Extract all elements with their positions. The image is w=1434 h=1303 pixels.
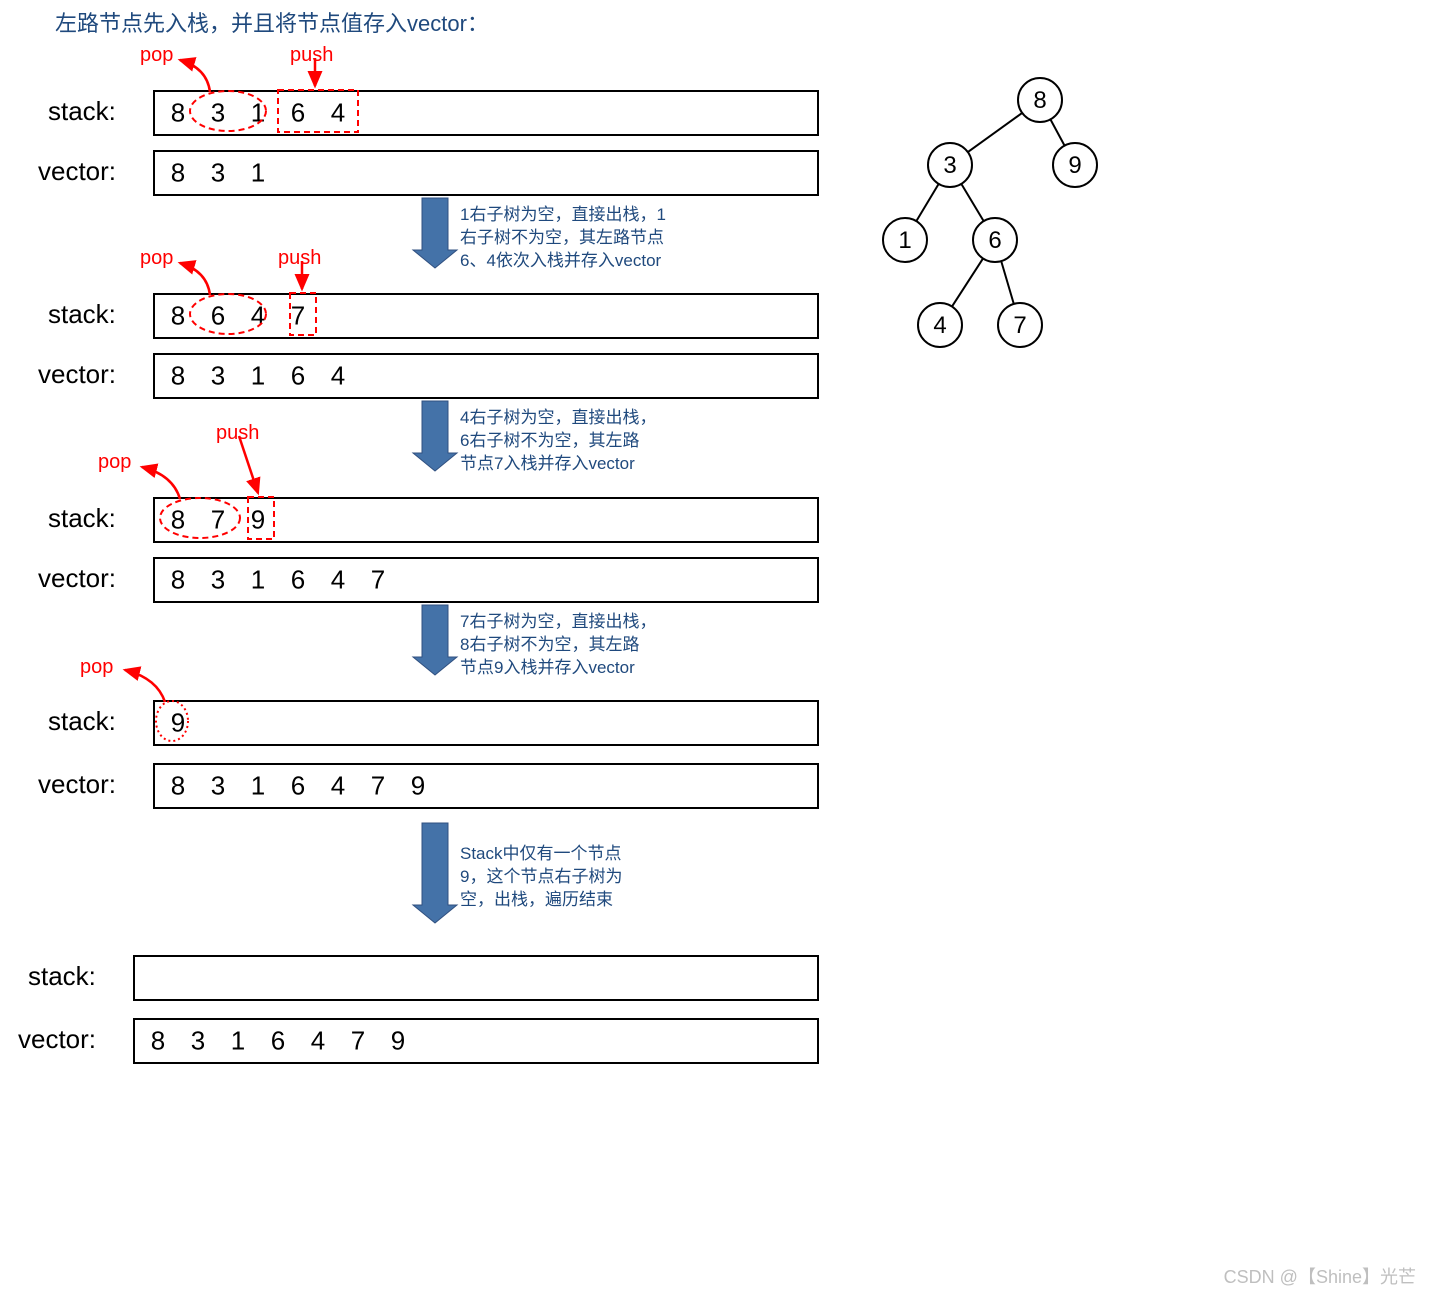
stack-label: stack: — [48, 299, 116, 330]
vector-cell: 3 — [211, 771, 225, 802]
vector-label: vector: — [38, 156, 116, 187]
stack-cell: 7 — [291, 301, 305, 332]
vector-cell: 1 — [251, 361, 265, 392]
stack-cell: 9 — [251, 505, 265, 536]
vector-label: vector: — [38, 769, 116, 800]
vector-cell: 3 — [211, 361, 225, 392]
stack-cell: 3 — [211, 98, 225, 129]
vector-cell: 3 — [191, 1026, 205, 1057]
step-note: Stack中仅有一个节点 9，这个节点右子树为 空，出栈，遍历结束 — [460, 843, 622, 912]
pop-label: pop — [98, 451, 131, 474]
svg-text:1: 1 — [898, 227, 911, 254]
vector-cell: 1 — [251, 158, 265, 189]
svg-text:4: 4 — [933, 312, 946, 339]
vector-cell: 6 — [291, 565, 305, 596]
stack-label: stack: — [48, 706, 116, 737]
vector-cell: 3 — [211, 565, 225, 596]
stack-cell: 6 — [211, 301, 225, 332]
vector-cell: 7 — [371, 565, 385, 596]
vector-label: vector: — [38, 359, 116, 390]
stack-cell: 1 — [251, 98, 265, 129]
stack-label: stack: — [48, 503, 116, 534]
vector-cell: 8 — [151, 1026, 165, 1057]
pop-label: pop — [140, 44, 173, 67]
svg-text:8: 8 — [1033, 87, 1046, 114]
diagram-title: 左路节点先入栈，并且将节点值存入vector： — [55, 6, 489, 38]
vector-cell: 4 — [311, 1026, 325, 1057]
svg-text:9: 9 — [1068, 152, 1081, 179]
stack-cell: 6 — [291, 98, 305, 129]
vector-cell: 8 — [171, 565, 185, 596]
vector-cell: 9 — [391, 1026, 405, 1057]
stack-box — [133, 955, 819, 1001]
vector-label: vector: — [38, 563, 116, 594]
stack-label: stack: — [28, 961, 96, 992]
stack-cell: 4 — [251, 301, 265, 332]
vector-cell: 1 — [231, 1026, 245, 1057]
vector-cell: 6 — [291, 361, 305, 392]
stack-label: stack: — [48, 96, 116, 127]
svg-text:7: 7 — [1013, 312, 1026, 339]
vector-cell: 6 — [271, 1026, 285, 1057]
vector-cell: 4 — [331, 565, 345, 596]
vector-cell: 1 — [251, 771, 265, 802]
vector-cell: 9 — [411, 771, 425, 802]
vector-cell: 4 — [331, 771, 345, 802]
stack-cell: 8 — [171, 301, 185, 332]
svg-text:3: 3 — [943, 152, 956, 179]
vector-label: vector: — [18, 1024, 96, 1055]
svg-text:6: 6 — [988, 227, 1001, 254]
stack-cell: 8 — [171, 505, 185, 536]
vector-cell: 1 — [251, 565, 265, 596]
vector-cell: 8 — [171, 158, 185, 189]
stack-cell: 4 — [331, 98, 345, 129]
step-note: 7右子树为空，直接出栈， 8右子树不为空，其左路 节点9入栈并存入vector — [460, 611, 656, 680]
vector-cell: 6 — [291, 771, 305, 802]
vector-cell: 7 — [371, 771, 385, 802]
pop-label: pop — [80, 656, 113, 679]
stack-cell: 9 — [171, 708, 185, 739]
stack-cell: 7 — [211, 505, 225, 536]
step-note: 4右子树为空，直接出栈， 6右子树不为空，其左路 节点7入栈并存入vector — [460, 407, 656, 476]
step-note: 1右子树为空，直接出栈，1 右子树不为空，其左路节点 6、4依次入栈并存入vec… — [460, 204, 666, 273]
stack-box — [153, 700, 819, 746]
pop-label: pop — [140, 247, 173, 270]
vector-cell: 4 — [331, 361, 345, 392]
vector-cell: 7 — [351, 1026, 365, 1057]
watermark: CSDN @【Shine】光芒 — [1224, 1263, 1416, 1289]
vector-cell: 3 — [211, 158, 225, 189]
push-label: push — [290, 44, 333, 67]
stack-cell: 8 — [171, 98, 185, 129]
vector-cell: 8 — [171, 361, 185, 392]
push-label: push — [216, 422, 259, 445]
vector-cell: 8 — [171, 771, 185, 802]
push-label: push — [278, 247, 321, 270]
